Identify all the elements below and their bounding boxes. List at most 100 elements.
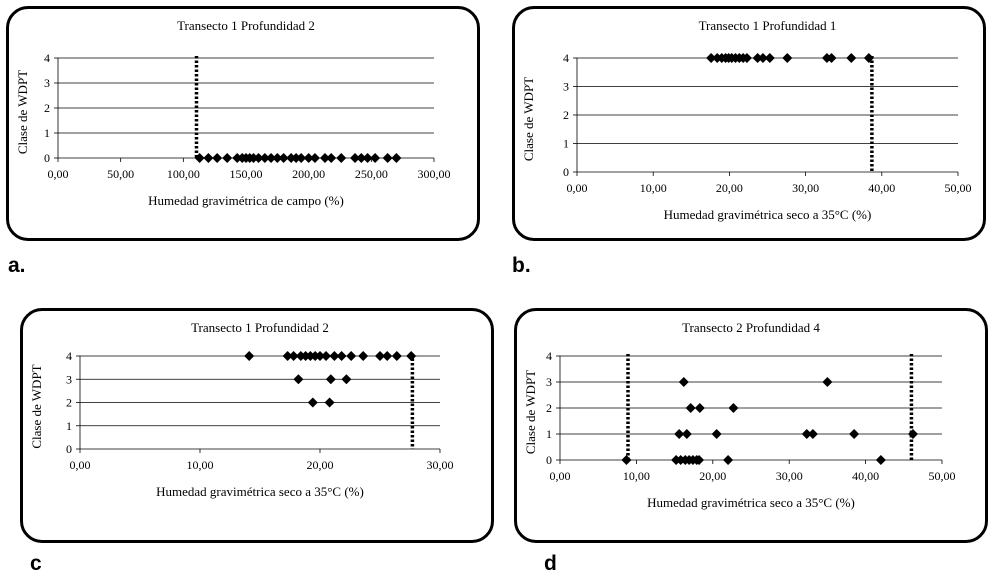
data-point bbox=[375, 351, 385, 361]
data-point bbox=[212, 153, 223, 163]
x-tick-label: 250,00 bbox=[355, 167, 388, 181]
data-point bbox=[694, 455, 705, 465]
data-point bbox=[278, 153, 289, 163]
x-tick-label: 300,00 bbox=[418, 167, 451, 181]
y-tick-label: 0 bbox=[66, 442, 72, 456]
x-tick-label: 0,00 bbox=[567, 181, 588, 195]
x-axis-label: Humedad gravimétrica de campo (%) bbox=[148, 193, 344, 208]
chart-title: Transecto 1 Profundidad 1 bbox=[699, 18, 837, 33]
data-point bbox=[711, 429, 722, 439]
data-point bbox=[259, 153, 270, 163]
y-tick-label: 0 bbox=[44, 151, 50, 165]
chart-panel-b: Transecto 1 Profundidad 1 0 1 2 3 4 0,00 10,00 2… bbox=[512, 6, 989, 244]
y-tick-label: 3 bbox=[546, 375, 552, 389]
data-point bbox=[752, 53, 763, 63]
data-point bbox=[875, 455, 886, 465]
data-point bbox=[315, 351, 325, 361]
data-point bbox=[370, 153, 381, 163]
data-point bbox=[341, 374, 352, 385]
data-point bbox=[757, 53, 768, 63]
data-point bbox=[685, 403, 696, 413]
data-point bbox=[362, 153, 373, 163]
data-point bbox=[621, 455, 632, 465]
data-point bbox=[681, 429, 692, 439]
data-point bbox=[324, 397, 335, 408]
panel-letter-d: d bbox=[544, 552, 557, 575]
x-tick-label: 0,00 bbox=[70, 458, 91, 472]
data-point bbox=[846, 53, 857, 63]
data-point bbox=[723, 455, 734, 465]
data-point bbox=[303, 153, 314, 163]
data-point bbox=[849, 429, 860, 439]
data-point bbox=[296, 153, 307, 163]
x-tick-label: 50,00 bbox=[107, 167, 134, 181]
data-point bbox=[907, 429, 918, 439]
data-point bbox=[391, 153, 402, 163]
x-tick-label: 40,00 bbox=[852, 469, 879, 483]
data-point bbox=[706, 53, 717, 63]
y-tick-label: 2 bbox=[546, 401, 552, 415]
data-point bbox=[293, 374, 304, 385]
data-point bbox=[286, 153, 297, 163]
data-point bbox=[782, 53, 793, 63]
data-point bbox=[194, 153, 205, 163]
x-tick-label: 10,00 bbox=[187, 458, 214, 472]
data-point bbox=[307, 397, 318, 408]
x-axis-label: Humedad gravimétrica seco a 35°C (%) bbox=[156, 484, 364, 499]
y-axis-label: Clase de WDPT bbox=[29, 364, 44, 448]
data-point bbox=[674, 429, 685, 439]
data-point bbox=[391, 351, 402, 361]
y-tick-label: 1 bbox=[546, 427, 552, 441]
data-point bbox=[326, 153, 337, 163]
y-tick-label: 1 bbox=[563, 137, 569, 151]
data-point bbox=[728, 403, 739, 413]
data-point bbox=[822, 377, 833, 387]
chart-title: Transecto 2 Profundidad 4 bbox=[682, 320, 820, 335]
x-tick-label: 30,00 bbox=[776, 469, 803, 483]
data-point bbox=[863, 53, 874, 63]
x-tick-label: 100,00 bbox=[167, 167, 200, 181]
chart-frame bbox=[512, 6, 986, 241]
y-tick-label: 3 bbox=[66, 372, 72, 386]
panel-letter-c: c bbox=[30, 552, 42, 575]
y-tick-label: 2 bbox=[44, 101, 50, 115]
y-tick-label: 3 bbox=[563, 80, 569, 94]
x-tick-label: 0,00 bbox=[48, 167, 69, 181]
data-point bbox=[266, 153, 277, 163]
y-tick-label: 0 bbox=[563, 165, 569, 179]
y-tick-label: 4 bbox=[563, 51, 569, 65]
y-tick-label: 3 bbox=[44, 76, 50, 90]
x-axis-label: Humedad gravimétrica seco a 35°C (%) bbox=[664, 207, 872, 222]
data-point bbox=[346, 351, 357, 361]
data-point bbox=[807, 429, 818, 439]
y-tick-label: 0 bbox=[546, 453, 552, 467]
data-point bbox=[764, 53, 775, 63]
data-point bbox=[272, 153, 283, 163]
x-tick-label: 10,00 bbox=[640, 181, 667, 195]
y-tick-label: 2 bbox=[563, 108, 569, 122]
x-tick-label: 50,00 bbox=[929, 469, 956, 483]
x-tick-label: 50,00 bbox=[945, 181, 972, 195]
x-tick-label: 30,00 bbox=[427, 458, 454, 472]
x-tick-label: 0,00 bbox=[550, 469, 571, 483]
chart-title: Transecto 1 Profundidad 2 bbox=[191, 320, 329, 335]
x-tick-label: 20,00 bbox=[307, 458, 334, 472]
chart-panel-d: Transecto 2 Profundidad 4 0 1 2 3 4 0,00 10,00 2… bbox=[514, 308, 991, 546]
x-tick-label: 200,00 bbox=[292, 167, 325, 181]
data-point bbox=[244, 351, 255, 361]
chart-frame bbox=[6, 6, 480, 241]
data-point bbox=[248, 153, 259, 163]
data-point bbox=[232, 153, 243, 163]
data-point bbox=[282, 351, 293, 361]
data-point bbox=[358, 351, 369, 361]
chart-svg: Transecto 1 Profundidad 2 0 1 2 3 4 0,00 10,00 2… bbox=[29, 320, 454, 499]
data-point bbox=[406, 351, 417, 361]
x-tick-label: 30,00 bbox=[792, 181, 819, 195]
y-axis-label: Clase de WDPT bbox=[523, 370, 538, 454]
data-point bbox=[336, 351, 347, 361]
data-point bbox=[222, 153, 233, 163]
data-point bbox=[801, 429, 812, 439]
data-point bbox=[309, 153, 320, 163]
y-tick-label: 4 bbox=[44, 51, 50, 65]
